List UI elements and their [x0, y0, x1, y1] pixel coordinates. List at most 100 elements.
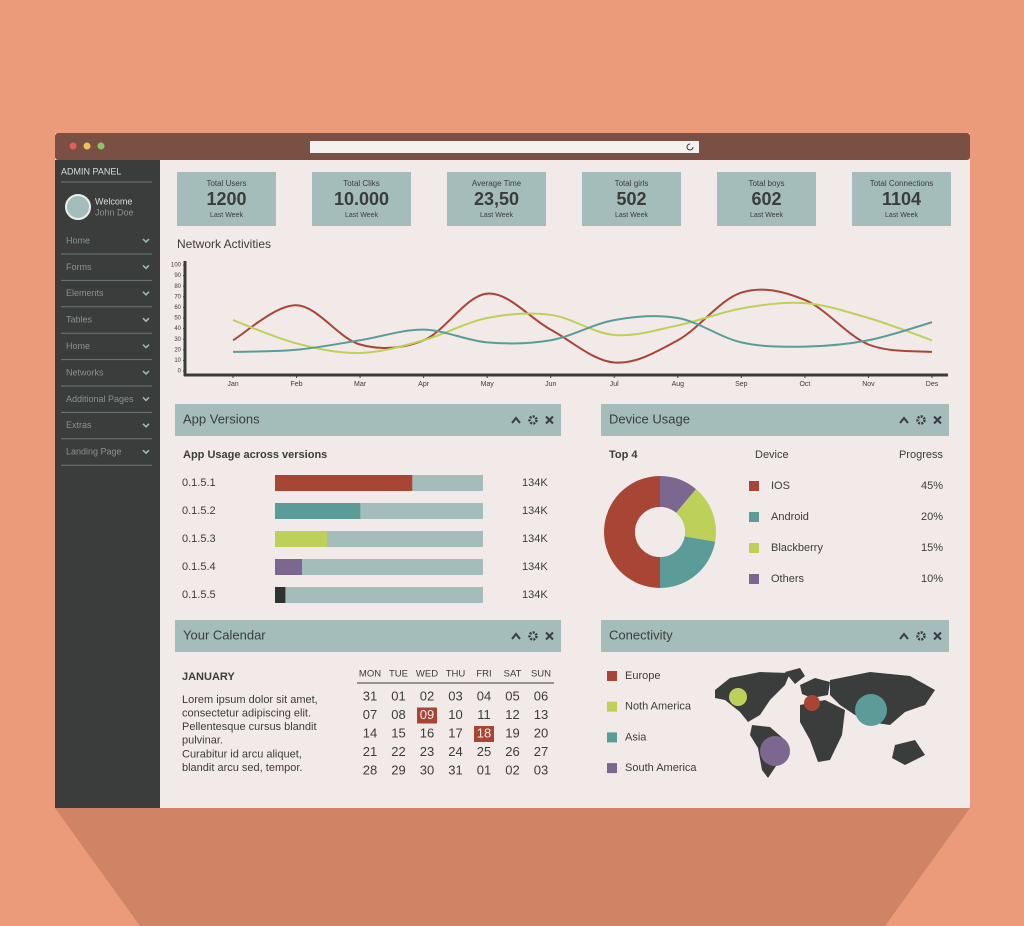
menu-item[interactable]: Additional Pages	[66, 394, 134, 404]
collapse-icon[interactable]	[511, 416, 521, 424]
legend-label: Android	[771, 511, 809, 523]
day[interactable]: 23	[420, 744, 434, 759]
pie-slice	[604, 476, 660, 588]
collapse-icon[interactable]	[511, 632, 521, 640]
avatar[interactable]	[65, 194, 91, 220]
progress-label: 20%	[921, 511, 943, 523]
day[interactable]: 08	[391, 707, 405, 722]
version-label: 0.1.5.2	[182, 505, 216, 517]
x-tick-label: Jul	[610, 381, 619, 388]
maximize-dot[interactable]	[97, 142, 105, 150]
day-highlight	[417, 707, 437, 724]
collapse-icon[interactable]	[899, 632, 909, 640]
legend-label: Noth America	[625, 701, 692, 713]
day[interactable]: 02	[505, 762, 519, 777]
day[interactable]: 05	[505, 688, 519, 703]
day[interactable]: 17	[448, 725, 462, 740]
legend-swatch	[607, 701, 617, 712]
day[interactable]: 09	[420, 707, 434, 722]
day[interactable]: 27	[534, 744, 548, 759]
menu-item[interactable]: Forms	[66, 262, 92, 272]
day[interactable]: 29	[391, 762, 405, 777]
month: JANUARY	[182, 671, 235, 683]
day[interactable]: 06	[534, 688, 548, 703]
day[interactable]: 30	[420, 762, 434, 777]
day[interactable]: 26	[505, 744, 519, 759]
stat-value: 23,50	[474, 189, 519, 209]
menu-item[interactable]: Networks	[66, 367, 104, 377]
reload-icon[interactable]	[686, 143, 694, 151]
day[interactable]: 22	[391, 744, 405, 759]
x-tick-label: Apr	[418, 381, 430, 388]
close-icon[interactable]	[933, 631, 942, 641]
x-tick-label: Des	[926, 381, 939, 388]
stat-label: Total girls	[615, 179, 649, 188]
day[interactable]: 04	[477, 688, 491, 703]
legend-swatch	[607, 763, 617, 774]
settings-icon[interactable]	[916, 415, 926, 425]
day[interactable]: 18	[477, 725, 491, 740]
day[interactable]: 31	[448, 762, 462, 777]
day[interactable]: 19	[505, 725, 519, 740]
close-dot[interactable]	[69, 142, 77, 150]
bar	[275, 559, 303, 575]
legend-swatch	[607, 732, 617, 743]
settings-icon[interactable]	[528, 415, 538, 425]
usage-label: 134K	[522, 589, 548, 601]
pie-slice	[676, 489, 717, 542]
menu-item[interactable]: Extras	[66, 420, 92, 430]
day[interactable]: 20	[534, 725, 548, 740]
address-bar[interactable]	[310, 141, 699, 153]
map-bubble	[855, 694, 887, 726]
day[interactable]: 10	[448, 707, 462, 722]
pie-slice	[660, 476, 696, 513]
day[interactable]: 01	[477, 762, 491, 777]
menu-item[interactable]: Elements	[66, 288, 104, 298]
menu-item[interactable]: Home	[66, 341, 90, 351]
menu-item[interactable]: Home	[66, 235, 90, 245]
stat-card	[582, 172, 681, 226]
panel-title: Device Usage	[609, 411, 690, 426]
legend-label: Europe	[625, 670, 660, 682]
day[interactable]: 01	[391, 688, 405, 703]
day[interactable]: 11	[477, 707, 491, 722]
calendar-text: blandit arcu sed, tempor.	[182, 762, 302, 774]
close-icon[interactable]	[933, 415, 942, 425]
day[interactable]: 28	[363, 762, 377, 777]
day[interactable]: 07	[363, 707, 377, 722]
menu-item[interactable]: Landing Page	[66, 447, 122, 457]
day[interactable]: 14	[363, 725, 377, 740]
version-label: 0.1.5.3	[182, 533, 216, 545]
legend-label: Others	[771, 573, 805, 585]
day[interactable]: 16	[420, 725, 434, 740]
stat-card	[447, 172, 546, 226]
day[interactable]: 15	[391, 725, 405, 740]
panel-header	[601, 404, 949, 436]
day[interactable]: 13	[534, 707, 548, 722]
day[interactable]: 03	[534, 762, 548, 777]
chevron	[142, 449, 150, 455]
minimize-dot[interactable]	[83, 142, 91, 150]
close-icon[interactable]	[545, 631, 554, 641]
shadow	[55, 808, 970, 926]
day[interactable]: 24	[448, 744, 462, 759]
close-icon[interactable]	[545, 415, 554, 425]
bar-track	[275, 559, 483, 575]
collapse-icon[interactable]	[899, 416, 909, 424]
calendar-text: consectetur adipiscing elit.	[182, 708, 311, 720]
settings-icon[interactable]	[528, 631, 538, 641]
y-tick-label: 90	[174, 273, 181, 279]
day[interactable]: 02	[420, 688, 434, 703]
day[interactable]: 31	[363, 688, 377, 703]
day[interactable]: 12	[505, 707, 519, 722]
day[interactable]: 25	[477, 744, 491, 759]
version-label: 0.1.5.5	[182, 589, 216, 601]
stat-card	[852, 172, 951, 226]
day[interactable]: 21	[363, 744, 377, 759]
pie-slice	[660, 536, 716, 588]
menu-item[interactable]: Tables	[66, 315, 93, 325]
x-tick-label: Nov	[862, 381, 875, 388]
day[interactable]: 03	[448, 688, 462, 703]
stat-card	[177, 172, 276, 226]
settings-icon[interactable]	[916, 631, 926, 641]
